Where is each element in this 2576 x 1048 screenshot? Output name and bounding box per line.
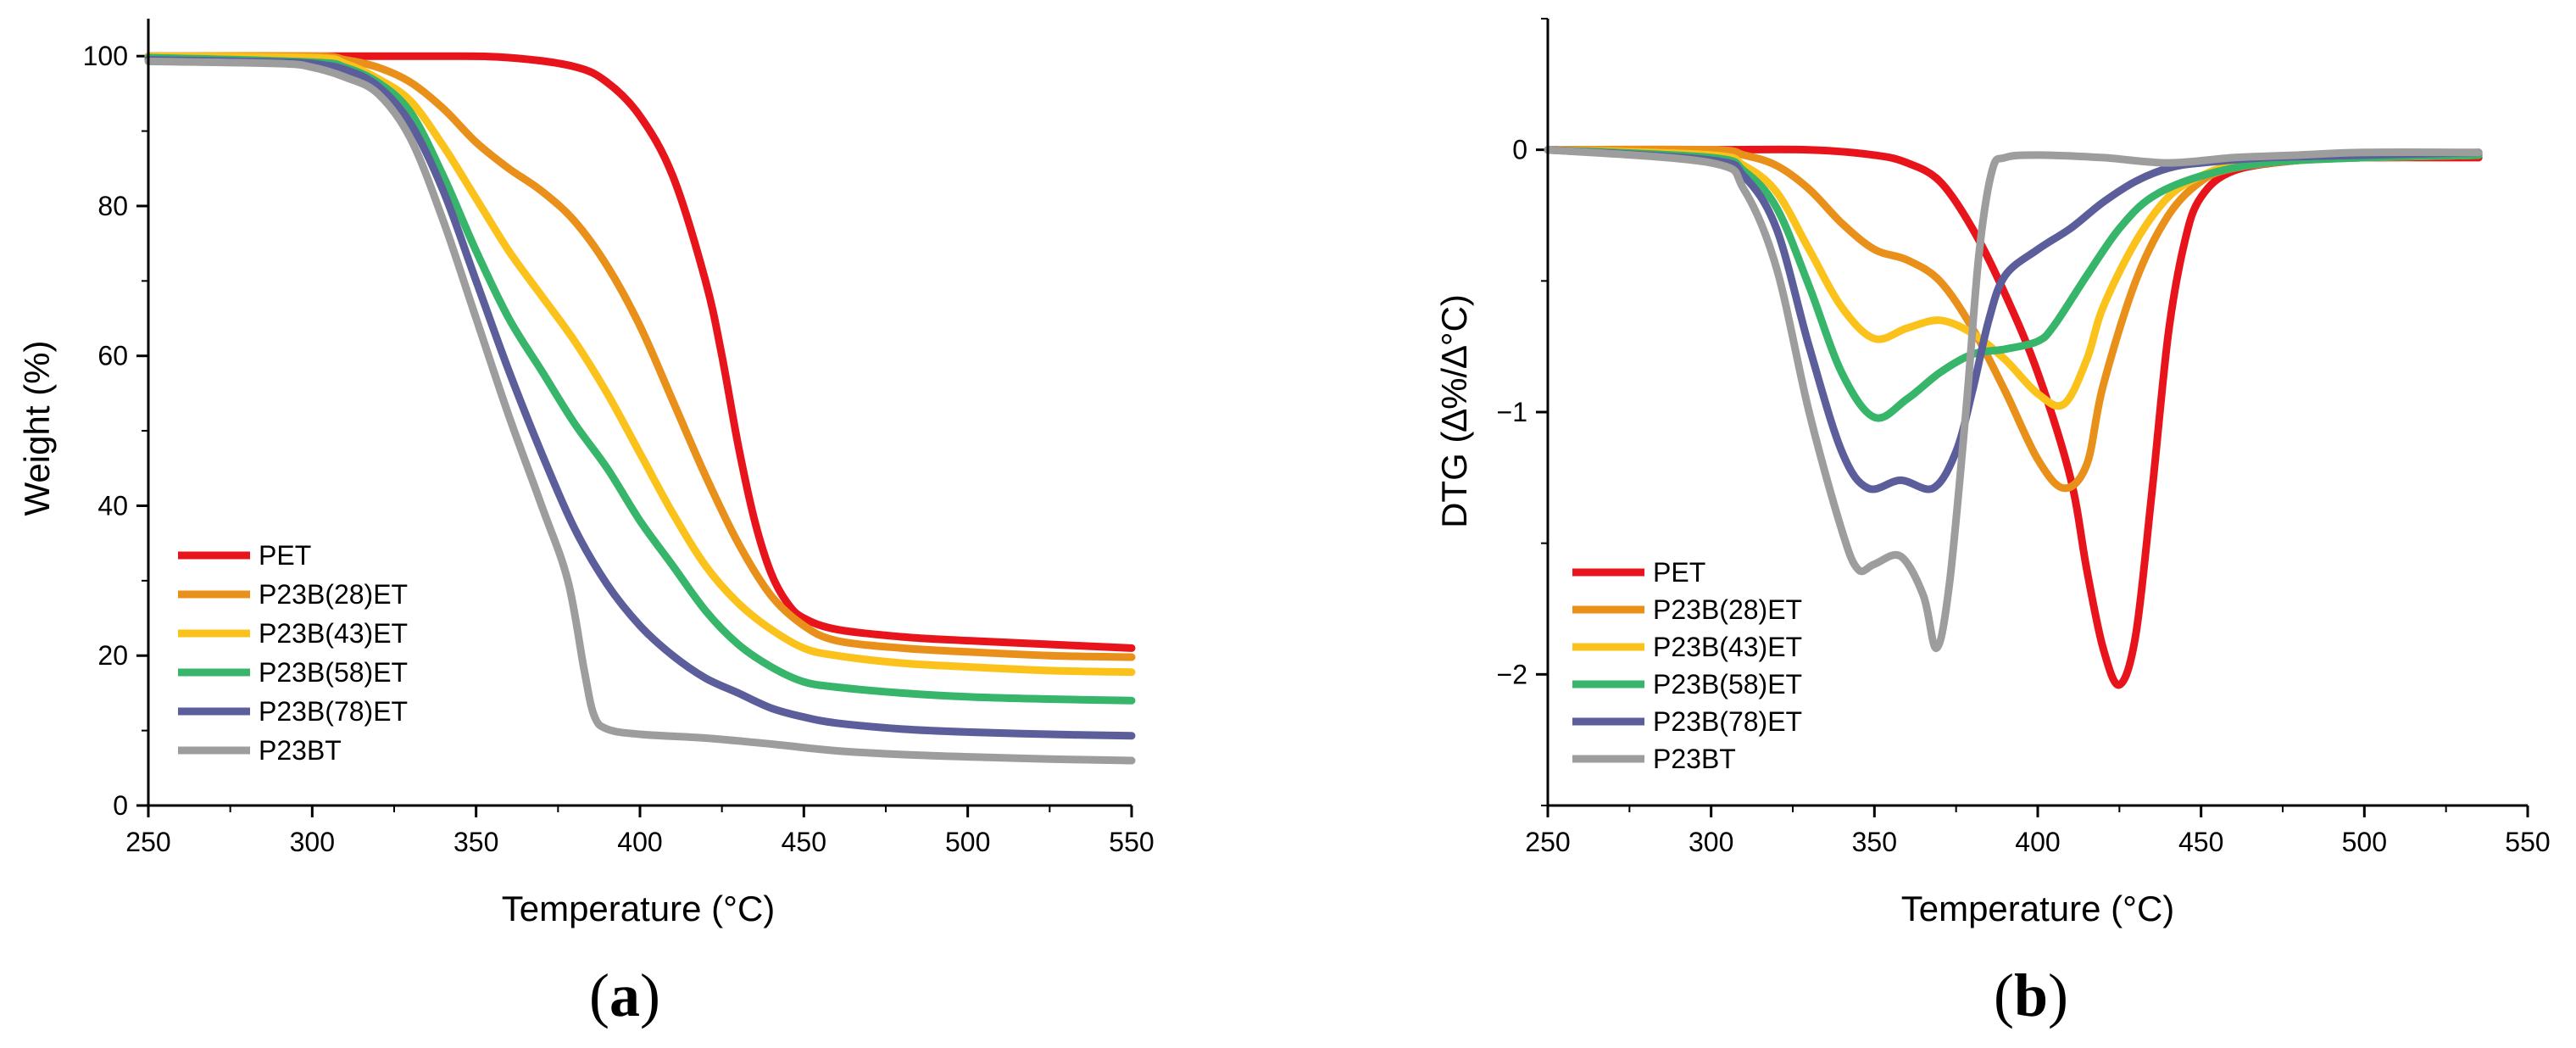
panel-a-legend-label: P23B(43)ET bbox=[259, 618, 408, 649]
panel-a-series-p23b-28-et-line bbox=[144, 52, 1136, 661]
panel-b-y-tick-label: −1 bbox=[1497, 397, 1527, 427]
panel-a-legend-label: P23B(58)ET bbox=[259, 657, 408, 688]
panel-b-x-tick-label: 400 bbox=[2015, 827, 2060, 857]
panel-b-lines bbox=[1544, 145, 2483, 689]
panel-b-label-close: ) bbox=[2048, 962, 2068, 1029]
panel-a-x-tick-label: 300 bbox=[290, 827, 335, 857]
panel-b-x-tick-label: 450 bbox=[2178, 827, 2223, 857]
panel-b-legend-label: P23BT bbox=[1653, 744, 1736, 774]
panel-b-series-pet-line bbox=[1544, 145, 2483, 689]
panel-a-legend: PET P23B(28)ET P23B(43)ET P23B(58)ET P23B(78… bbox=[178, 540, 408, 766]
panel-b-series-p23bt-line bbox=[1544, 146, 2483, 652]
panel-b-series-p23b-58-et-line bbox=[1544, 146, 2483, 422]
panel-a-series-p23b-78-et-line bbox=[144, 56, 1136, 740]
panel-b-legend: PET P23B(28)ET P23B(43)ET P23B(58)ET P23B(78… bbox=[1572, 557, 1802, 774]
panel-a-label-letter: a bbox=[609, 962, 640, 1029]
panel-a-y-tick-label: 100 bbox=[83, 41, 128, 71]
panel-b-legend-label: P23B(78)ET bbox=[1653, 706, 1802, 737]
panel-b-label: (b) bbox=[1994, 962, 2068, 1029]
panel-a-series-p23bt-line bbox=[144, 57, 1136, 765]
panel-a-x-tick-label: 250 bbox=[125, 827, 170, 857]
panel-b-legend-label: P23B(58)ET bbox=[1653, 669, 1802, 700]
panel-b-label-letter: b bbox=[2014, 962, 2048, 1029]
panel-b-label-open: ( bbox=[1994, 962, 2014, 1029]
panel-b-legend-label: P23B(43)ET bbox=[1653, 632, 1802, 662]
panel-a-y-tick-label: 40 bbox=[97, 490, 128, 521]
panel-a-series-pet-line bbox=[144, 52, 1136, 652]
panel-a-x-tick-label: 500 bbox=[945, 827, 990, 857]
panel-a-x-axis-title: Temperature (°C) bbox=[502, 889, 776, 928]
panel-b-axes bbox=[1546, 19, 2528, 807]
panel-b-x-axis-title: Temperature (°C) bbox=[1901, 889, 2175, 928]
panel-a-lines bbox=[144, 52, 1136, 765]
panel-b-y-tick-label: 0 bbox=[1512, 135, 1527, 165]
panel-a-legend-label: P23BT bbox=[259, 735, 342, 766]
panel-b-x-tick-label: 550 bbox=[2505, 827, 2550, 857]
panel-b-x-tick-label: 300 bbox=[1689, 827, 1733, 857]
panel-b-chart: 250 300 350 400 450 500 550 −2 −1 0 Temperature (… bbox=[1434, 18, 2551, 928]
panel-a-x-tick-label: 400 bbox=[617, 827, 662, 857]
panel-a-y-tick-label: 20 bbox=[97, 640, 128, 671]
panel-a-label-open: ( bbox=[589, 962, 609, 1029]
panel-b-x-tick-label: 250 bbox=[1525, 827, 1570, 857]
panel-a-ticks: 250 300 350 400 450 500 550 0 20 40 60 80 100 bbox=[83, 41, 1154, 857]
panel-a-x-tick-label: 550 bbox=[1109, 827, 1154, 857]
panel-b-legend-label: PET bbox=[1653, 557, 1705, 588]
panel-b-x-tick-label: 500 bbox=[2342, 827, 2387, 857]
panel-b-legend-label: P23B(28)ET bbox=[1653, 594, 1802, 625]
panel-a-y-axis-title: Weight (%) bbox=[17, 341, 57, 516]
panel-a-label: (a) bbox=[589, 962, 660, 1029]
panel-a-label-close: ) bbox=[640, 962, 660, 1029]
panel-a-chart: 250 300 350 400 450 500 550 0 20 40 60 80 100 Temper… bbox=[17, 19, 1154, 928]
panel-b-series-p23b-43-et-line bbox=[1544, 146, 2483, 410]
panel-a-legend-label: P23B(78)ET bbox=[259, 696, 408, 727]
panel-a-legend-label: P23B(28)ET bbox=[259, 579, 408, 610]
panel-b-y-tick-label: −2 bbox=[1497, 659, 1527, 689]
panel-a-legend-label: PET bbox=[259, 540, 311, 571]
panel-b-y-axis-title: DTG (∆%/∆°C) bbox=[1434, 294, 1474, 528]
panel-a-x-tick-label: 450 bbox=[782, 827, 826, 857]
panel-a-y-tick-label: 80 bbox=[97, 191, 128, 221]
panel-a-y-tick-label: 0 bbox=[113, 790, 128, 821]
panel-a-x-tick-label: 350 bbox=[453, 827, 498, 857]
panel-a-y-tick-label: 60 bbox=[97, 341, 128, 371]
panel-a-axes bbox=[147, 19, 1132, 807]
panel-b-x-tick-label: 350 bbox=[1852, 827, 1897, 857]
